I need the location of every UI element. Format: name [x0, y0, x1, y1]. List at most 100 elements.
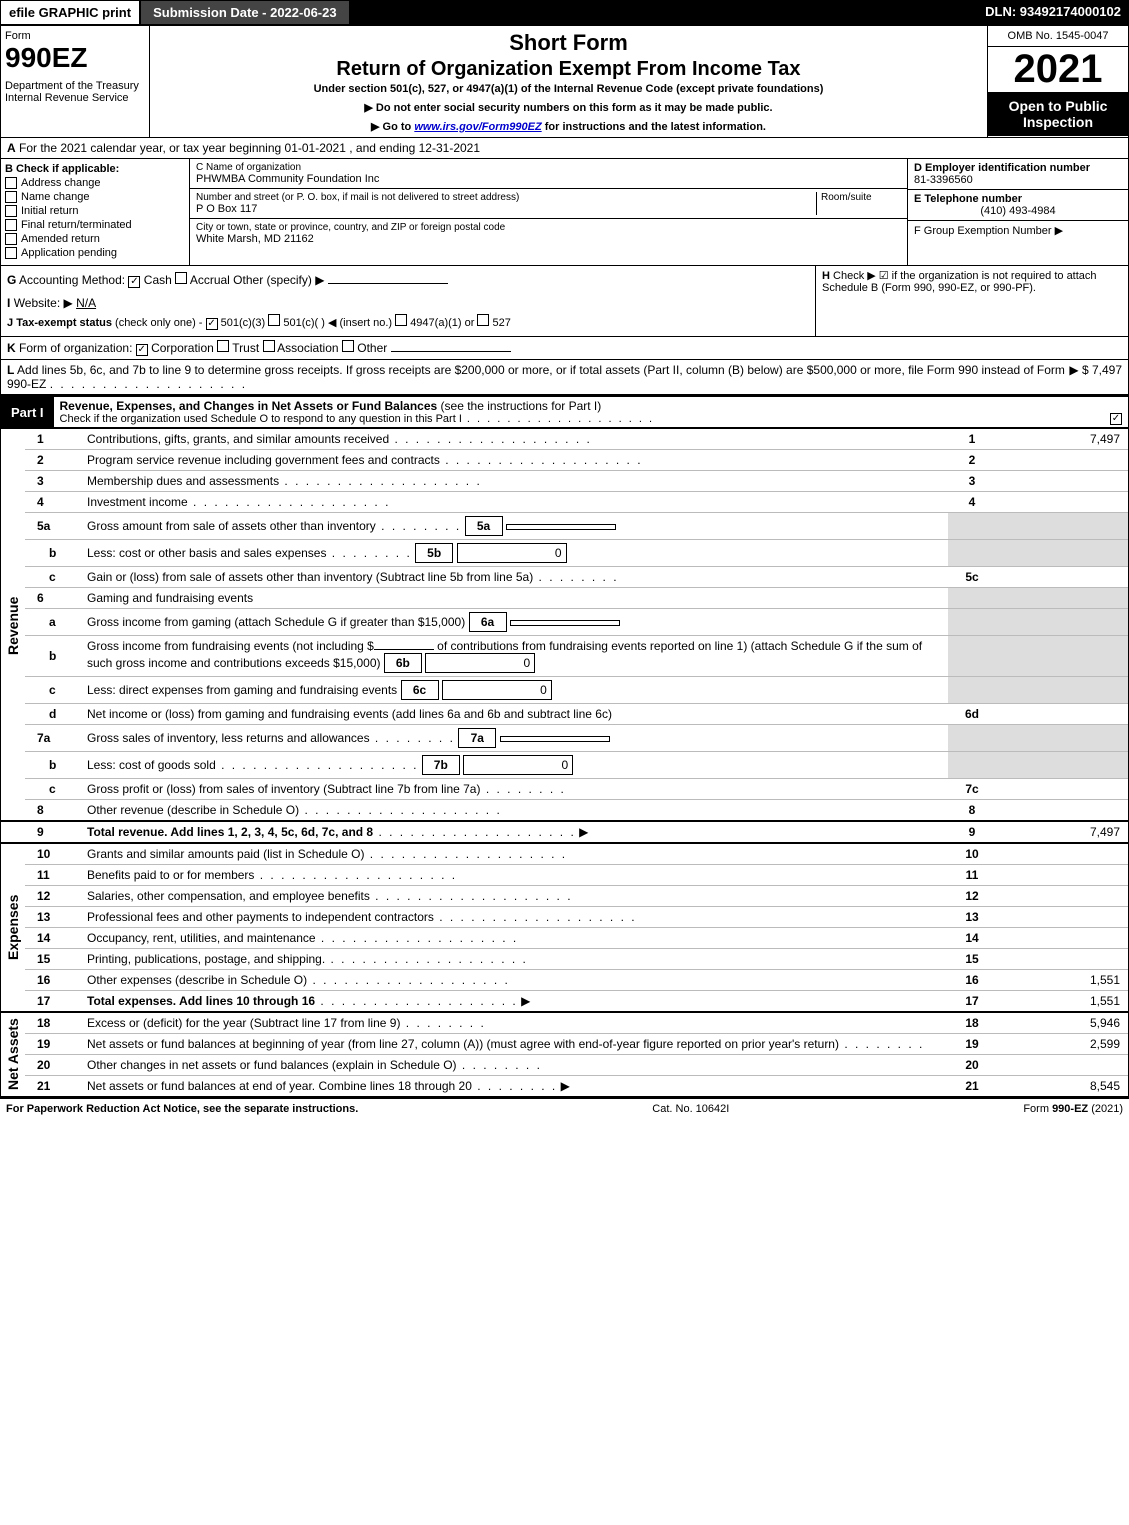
- note-ssn: ▶ Do not enter social security numbers o…: [154, 101, 983, 114]
- irs-link[interactable]: www.irs.gov/Form990EZ: [414, 121, 541, 133]
- top-bar: efile GRAPHIC print Submission Date - 20…: [0, 0, 1129, 25]
- note-website: ▶ Go to www.irs.gov/Form990EZ for instru…: [154, 120, 983, 133]
- d-ein-value: 81-3396560: [914, 174, 1122, 186]
- e-phone-label: E Telephone number: [914, 193, 1122, 205]
- subtitle: Under section 501(c), 527, or 4947(a)(1)…: [154, 83, 983, 95]
- row-j: J Tax-exempt status (check only one) - 5…: [7, 314, 809, 330]
- line-4: 4 Investment income 4: [1, 492, 1128, 513]
- chk-trust[interactable]: [217, 340, 229, 352]
- footer-left: For Paperwork Reduction Act Notice, see …: [6, 1103, 358, 1115]
- line-15: 15 Printing, publications, postage, and …: [1, 949, 1128, 970]
- netassets-side-label: Net Assets: [1, 1012, 25, 1097]
- line-18: Net Assets 18 Excess or (deficit) for th…: [1, 1012, 1128, 1034]
- expenses-side-label: Expenses: [1, 843, 25, 1012]
- form-label: Form: [5, 30, 145, 42]
- header-left: Form 990EZ Department of the Treasury In…: [1, 26, 150, 137]
- row-l-amount: ▶ $ 7,497: [1069, 363, 1122, 391]
- line-11: 11 Benefits paid to or for members 11: [1, 865, 1128, 886]
- chk-final-return[interactable]: Final return/terminated: [5, 219, 185, 231]
- chk-4947[interactable]: [395, 314, 407, 326]
- letter-b: B: [5, 163, 13, 175]
- d-ein-label: D Employer identification number: [914, 162, 1122, 174]
- line-9: 9 Total revenue. Add lines 1, 2, 3, 4, 5…: [1, 821, 1128, 843]
- col-c: C Name of organization PHWMBA Community …: [190, 159, 908, 265]
- header-right: OMB No. 1545-0047 2021 Open to Public In…: [987, 26, 1128, 137]
- room-suite-label: Room/suite: [821, 192, 901, 203]
- line-5c: c Gain or (loss) from sale of assets oth…: [1, 567, 1128, 588]
- c-name-label: C Name of organization: [196, 162, 901, 173]
- header-center: Short Form Return of Organization Exempt…: [150, 26, 987, 137]
- line-7b: b Less: cost of goods sold 7b 0: [1, 752, 1128, 779]
- chk-initial-return[interactable]: Initial return: [5, 205, 185, 217]
- chk-501c[interactable]: [268, 314, 280, 326]
- c-city-label: City or town, state or province, country…: [196, 222, 901, 233]
- line-5a: 5a Gross amount from sale of assets othe…: [1, 513, 1128, 540]
- tax-year: 2021: [988, 47, 1128, 92]
- line-3: 3 Membership dues and assessments 3: [1, 471, 1128, 492]
- contrib-amount-field[interactable]: [374, 649, 434, 650]
- chk-amended-return[interactable]: Amended return: [5, 233, 185, 245]
- line-17: 17 Total expenses. Add lines 10 through …: [1, 991, 1128, 1013]
- omb-number: OMB No. 1545-0047: [988, 26, 1128, 47]
- line-12: 12 Salaries, other compensation, and emp…: [1, 886, 1128, 907]
- chk-corporation[interactable]: [136, 344, 148, 356]
- line-20: 20 Other changes in net assets or fund b…: [1, 1055, 1128, 1076]
- line-6d: d Net income or (loss) from gaming and f…: [1, 704, 1128, 725]
- website-value: N/A: [76, 296, 96, 310]
- col-b: B Check if applicable: Address change Na…: [1, 159, 190, 265]
- chk-527[interactable]: [477, 314, 489, 326]
- return-title: Return of Organization Exempt From Incom…: [154, 58, 983, 81]
- row-l: L Add lines 5b, 6c, and 7b to line 9 to …: [1, 360, 1128, 395]
- line-6: 6 Gaming and fundraising events: [1, 588, 1128, 609]
- line-1: Revenue 1 Contributions, gifts, grants, …: [1, 429, 1128, 450]
- chk-application-pending[interactable]: Application pending: [5, 247, 185, 259]
- row-gh: G Accounting Method: Cash Accrual Other …: [1, 266, 1128, 337]
- line-19: 19 Net assets or fund balances at beginn…: [1, 1034, 1128, 1055]
- row-a: A For the 2021 calendar year, or tax yea…: [1, 138, 1128, 159]
- col-b-label: Check if applicable:: [16, 163, 119, 175]
- chk-cash[interactable]: [128, 276, 140, 288]
- footer-right: Form 990-EZ (2021): [1023, 1103, 1123, 1115]
- submission-date: Submission Date - 2022-06-23: [140, 0, 350, 25]
- efile-print: efile GRAPHIC print: [0, 0, 140, 25]
- form-header: Form 990EZ Department of the Treasury In…: [1, 26, 1128, 138]
- line-10: Expenses 10 Grants and similar amounts p…: [1, 843, 1128, 865]
- chk-name-change[interactable]: Name change: [5, 191, 185, 203]
- revenue-side-label: Revenue: [1, 429, 25, 821]
- line-2: 2 Program service revenue including gove…: [1, 450, 1128, 471]
- org-street: P O Box 117: [196, 203, 816, 215]
- part-i-table: Revenue 1 Contributions, gifts, grants, …: [1, 429, 1128, 1098]
- other-org-field[interactable]: [391, 351, 511, 352]
- other-specify-field[interactable]: [328, 283, 448, 284]
- letter-a: A: [7, 141, 16, 155]
- part-i-label: Part I: [1, 403, 54, 422]
- chk-accrual[interactable]: [175, 272, 187, 284]
- line-8: 8 Other revenue (describe in Schedule O)…: [1, 800, 1128, 822]
- row-k: K Form of organization: Corporation Trus…: [1, 337, 1128, 360]
- chk-address-change[interactable]: Address change: [5, 177, 185, 189]
- section-bcdef: B Check if applicable: Address change Na…: [1, 159, 1128, 266]
- e-phone-value: (410) 493-4984: [914, 205, 1122, 217]
- chk-other-org[interactable]: [342, 340, 354, 352]
- line-14: 14 Occupancy, rent, utilities, and maint…: [1, 928, 1128, 949]
- line-6a: a Gross income from gaming (attach Sched…: [1, 609, 1128, 636]
- page-footer: For Paperwork Reduction Act Notice, see …: [0, 1099, 1129, 1119]
- dln: DLN: 93492174000102: [977, 0, 1129, 25]
- row-h: H Check ▶ ☑ if the organization is not r…: [815, 266, 1128, 336]
- line-16: 16 Other expenses (describe in Schedule …: [1, 970, 1128, 991]
- line-13: 13 Professional fees and other payments …: [1, 907, 1128, 928]
- c-street-label: Number and street (or P. O. box, if mail…: [196, 192, 816, 203]
- line-6b: b Gross income from fundraising events (…: [1, 636, 1128, 677]
- row-g: G Accounting Method: Cash Accrual Other …: [7, 272, 809, 288]
- footer-center: Cat. No. 10642I: [652, 1103, 729, 1115]
- part-i-title: Revenue, Expenses, and Changes in Net As…: [54, 397, 1128, 427]
- chk-schedule-o[interactable]: [1110, 413, 1122, 425]
- short-form-title: Short Form: [154, 30, 983, 56]
- chk-association[interactable]: [263, 340, 275, 352]
- row-a-text: For the 2021 calendar year, or tax year …: [19, 141, 480, 155]
- org-city: White Marsh, MD 21162: [196, 233, 901, 245]
- line-5b: b Less: cost or other basis and sales ex…: [1, 540, 1128, 567]
- dept-treasury: Department of the Treasury Internal Reve…: [5, 80, 145, 104]
- line-7a: 7a Gross sales of inventory, less return…: [1, 725, 1128, 752]
- chk-501c3[interactable]: [206, 318, 218, 330]
